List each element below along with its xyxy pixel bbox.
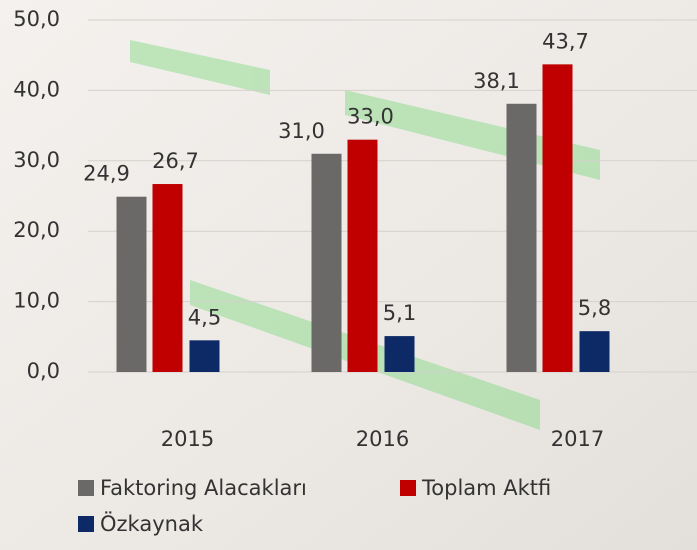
data-label: 31,0	[278, 119, 325, 143]
data-label: 5,8	[578, 296, 611, 320]
data-label: 5,1	[383, 301, 416, 325]
bar	[347, 139, 378, 372]
bar	[579, 331, 610, 372]
data-label: 43,7	[542, 29, 589, 53]
data-label: 26,7	[152, 149, 199, 173]
bar	[506, 103, 537, 372]
legend-label: Toplam Aktfi	[421, 476, 551, 500]
y-tick-label: 20,0	[13, 218, 60, 242]
bar	[152, 184, 183, 372]
y-tick-label: 10,0	[13, 289, 60, 313]
data-label: 33,0	[347, 105, 394, 129]
bar	[189, 340, 220, 372]
bar	[116, 196, 147, 372]
legend-swatch	[78, 480, 94, 496]
legend-swatch	[78, 516, 94, 532]
y-tick-label: 50,0	[13, 7, 60, 31]
bar	[384, 336, 415, 372]
bar	[311, 153, 342, 372]
x-tick-label: 2017	[551, 427, 604, 451]
legend-label: Faktoring Alacakları	[100, 476, 307, 500]
y-tick-label: 0,0	[27, 359, 60, 383]
legend-swatch	[400, 480, 416, 496]
data-label: 24,9	[83, 162, 130, 186]
x-tick-label: 2016	[356, 427, 409, 451]
y-tick-label: 30,0	[13, 148, 60, 172]
legend-label: Özkaynak	[100, 511, 204, 536]
x-tick-label: 2015	[161, 427, 214, 451]
bar	[542, 64, 573, 373]
data-label: 4,5	[188, 305, 221, 329]
y-tick-label: 40,0	[13, 77, 60, 101]
data-label: 38,1	[473, 69, 520, 93]
